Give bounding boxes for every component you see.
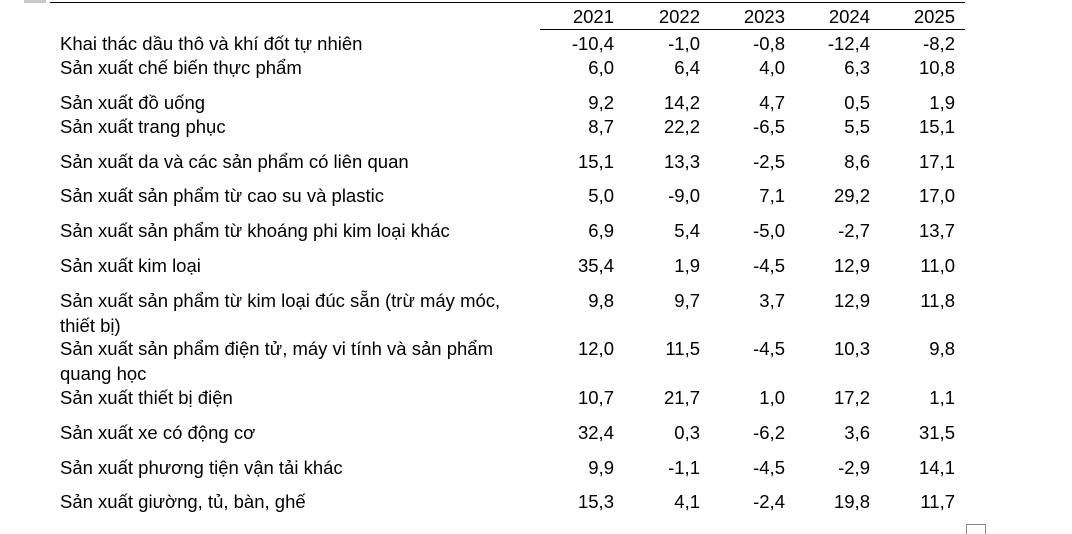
- row-value-2024: -2,7: [838, 220, 870, 241]
- row-value-2023: 3,7: [759, 290, 785, 311]
- row-label: Sản xuất đồ uống: [60, 92, 206, 113]
- row-value-2023: 4,0: [759, 57, 785, 78]
- row-value-2022: 9,7: [674, 290, 700, 311]
- row-label: Sản xuất thiết bị điện: [60, 387, 233, 408]
- row-value-2022: 1,9: [674, 255, 700, 276]
- row-value-2023: -2,5: [753, 151, 785, 172]
- row-label: Sản xuất sản phẩm từ khoáng phi kim loại…: [60, 220, 450, 241]
- row-value-2024: 5,5: [844, 116, 870, 137]
- row-value-2023: -4,5: [753, 457, 785, 478]
- row-value-2024: -2,9: [838, 457, 870, 478]
- row-value-2025: 14,1: [918, 457, 955, 478]
- row-value-2024: 29,2: [833, 185, 870, 206]
- row-value-2023: -4,5: [753, 338, 785, 359]
- row-value-2024: 8,6: [844, 151, 870, 172]
- row-label: Sản xuất da và các sản phẩm có liên quan: [60, 151, 409, 172]
- row-value-2023: -6,2: [753, 422, 785, 443]
- row-value-2021: 35,4: [577, 255, 614, 276]
- row-value-2023: -5,0: [753, 220, 785, 241]
- row-value-2022: 5,4: [674, 220, 700, 241]
- row-value-2021: 5,0: [588, 185, 614, 206]
- row-label: Sản xuất sản phẩm từ cao su và plastic: [60, 185, 384, 206]
- row-value-2025: 1,9: [929, 92, 955, 113]
- row-label: Sản xuất kim loại: [60, 255, 201, 276]
- row-value-2025: 31,5: [918, 422, 955, 443]
- row-value-2025: 9,8: [929, 338, 955, 359]
- row-value-2021: -10,4: [571, 33, 614, 54]
- row-value-2024: 6,3: [844, 57, 870, 78]
- row-label: Sản xuất giường, tủ, bàn, ghế: [60, 491, 306, 512]
- row-label: Sản xuất chế biến thực phẩm: [60, 57, 302, 78]
- row-value-2023: -0,8: [753, 33, 785, 54]
- table-top-rule: [50, 2, 965, 3]
- row-value-2023: -6,5: [753, 116, 785, 137]
- row-value-2025: 13,7: [918, 220, 955, 241]
- row-label: Sản xuất trang phục: [60, 116, 226, 137]
- row-label: Sản xuất phương tiện vận tải khác: [60, 457, 343, 478]
- row-value-2024: 3,6: [844, 422, 870, 443]
- row-label: Sản xuất xe có động cơ: [60, 422, 256, 443]
- row-value-2021: 6,0: [588, 57, 614, 78]
- row-value-2023: -4,5: [753, 255, 785, 276]
- row-value-2023: 1,0: [759, 387, 785, 408]
- year-header-2023: 2023: [743, 6, 785, 27]
- row-value-2025: 1,1: [929, 387, 955, 408]
- row-value-2022: 14,2: [663, 92, 700, 113]
- row-label: Sản xuất sản phẩm điện tử, máy vi tính v…: [60, 338, 493, 384]
- row-value-2023: 7,1: [759, 185, 785, 206]
- row-value-2024: 12,9: [833, 255, 870, 276]
- row-value-2025: 11,7: [920, 491, 955, 512]
- row-value-2021: 15,1: [577, 151, 614, 172]
- row-value-2021: 10,7: [577, 387, 614, 408]
- row-value-2021: 12,0: [577, 338, 614, 359]
- year-header-2021: 2021: [572, 6, 614, 27]
- row-value-2022: 11,5: [665, 338, 700, 359]
- row-value-2024: 10,3: [833, 338, 870, 359]
- row-value-2022: 21,7: [663, 387, 700, 408]
- row-value-2022: 6,4: [674, 57, 700, 78]
- row-value-2022: 22,2: [663, 116, 700, 137]
- row-value-2022: -1,0: [668, 33, 700, 54]
- window-corner-mark: [24, 0, 46, 3]
- table-header-rule: [540, 29, 965, 30]
- row-value-2024: 19,8: [833, 491, 870, 512]
- year-header-2025: 2025: [913, 6, 955, 27]
- row-value-2021: 9,9: [588, 457, 614, 478]
- row-value-2025: -8,2: [923, 33, 955, 54]
- row-value-2025: 15,1: [918, 116, 955, 137]
- row-value-2022: -1,1: [668, 457, 700, 478]
- row-value-2022: 4,1: [674, 491, 700, 512]
- row-value-2021: 6,9: [588, 220, 614, 241]
- row-value-2025: 17,1: [918, 151, 955, 172]
- row-value-2022: 13,3: [663, 151, 700, 172]
- row-label: Khai thác dầu thô và khí đốt tự nhiên: [60, 33, 363, 54]
- year-header-2022: 2022: [658, 6, 700, 27]
- row-value-2021: 9,2: [588, 92, 614, 113]
- row-label: Sản xuất sản phẩm từ kim loại đúc sẵn (t…: [60, 290, 501, 336]
- row-value-2023: -2,4: [753, 491, 785, 512]
- table-resize-handle[interactable]: [966, 524, 986, 534]
- row-value-2025: 17,0: [918, 185, 955, 206]
- row-value-2021: 8,7: [588, 116, 614, 137]
- row-value-2021: 9,8: [588, 290, 614, 311]
- row-value-2024: 12,9: [833, 290, 870, 311]
- row-value-2024: 0,5: [844, 92, 870, 113]
- row-value-2021: 32,4: [577, 422, 614, 443]
- row-value-2022: 0,3: [674, 422, 700, 443]
- row-value-2025: 11,8: [920, 290, 955, 311]
- row-value-2024: 17,2: [833, 387, 870, 408]
- row-value-2023: 4,7: [759, 92, 785, 113]
- row-value-2022: -9,0: [668, 185, 700, 206]
- row-value-2025: 11,0: [920, 255, 955, 276]
- year-header-2024: 2024: [828, 6, 870, 27]
- row-value-2021: 15,3: [577, 491, 614, 512]
- row-value-2025: 10,8: [918, 57, 955, 78]
- row-value-2024: -12,4: [827, 33, 870, 54]
